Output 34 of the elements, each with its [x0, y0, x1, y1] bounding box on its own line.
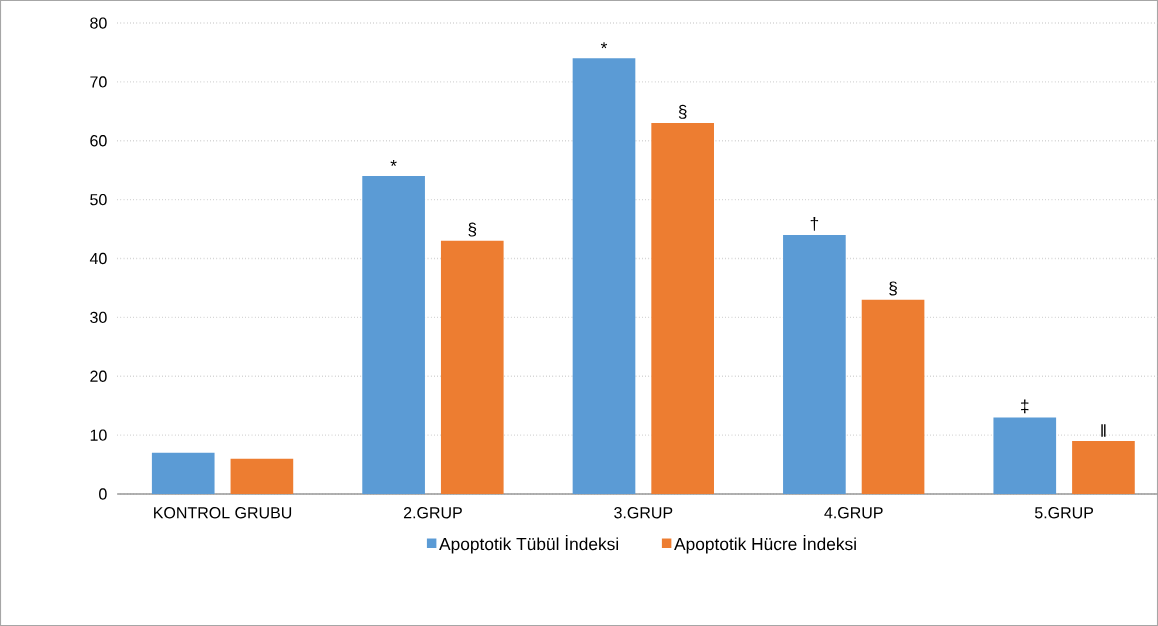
- x-tick-label: 4.GRUP: [824, 507, 883, 519]
- y-tick-label: 80: [90, 17, 107, 29]
- y-tick-label: 0: [99, 488, 107, 500]
- legend-label: Apoptotik Tübül İndeksi: [439, 534, 619, 554]
- bar: [861, 299, 925, 494]
- data-label: *: [390, 159, 397, 166]
- y-tick-label: 60: [90, 135, 107, 147]
- bar: [651, 123, 714, 494]
- data-label: §: [678, 104, 687, 119]
- x-tick-label: 5.GRUP: [1034, 507, 1094, 519]
- bar: [993, 417, 1057, 494]
- data-label: ‖: [1101, 424, 1106, 437]
- bar: [572, 58, 636, 494]
- y-tick-label: 10: [90, 429, 107, 441]
- bar: [783, 234, 846, 494]
- x-tick-label: KONTROL GRUBU: [154, 507, 292, 519]
- y-tick-label: 30: [90, 311, 107, 324]
- data-label: §: [468, 222, 477, 237]
- bar: [362, 176, 425, 494]
- x-tick-label: 2.GRUP: [403, 507, 462, 519]
- data-label: ‡: [1021, 399, 1029, 414]
- data-label: §: [889, 281, 897, 296]
- data-label: *: [600, 42, 608, 49]
- x-tick-label: 3.GRUP: [614, 507, 673, 519]
- bar: [440, 240, 504, 494]
- y-tick-label: 40: [89, 252, 107, 265]
- y-tick-label: 50: [90, 193, 107, 206]
- y-tick-label: 20: [90, 370, 107, 382]
- data-label: †: [810, 216, 819, 231]
- bar: [151, 452, 215, 494]
- bar: [230, 458, 294, 494]
- y-tick-label: 70: [90, 76, 107, 88]
- legend-label: Apoptotik Hücre İndeksi: [674, 534, 856, 554]
- bar: [1072, 441, 1135, 494]
